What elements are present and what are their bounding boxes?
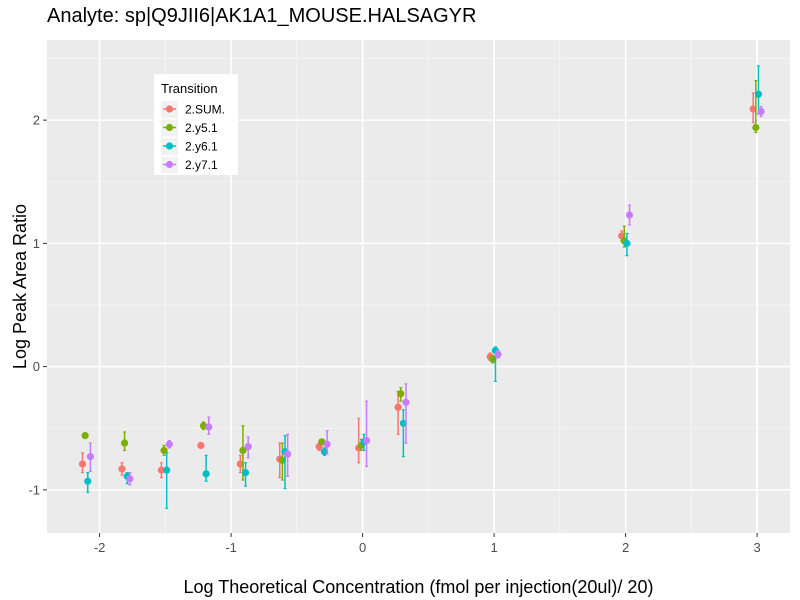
chart-title: Analyte: sp|Q9JII6|AK1A1_MOUSE.HALSAGYR: [47, 5, 476, 27]
axis-ticks: -2 -1 0 1 2 3 -1 0 1 2: [28, 113, 760, 555]
legend-label: 2.y5.1: [185, 121, 218, 135]
data-point: [284, 450, 292, 458]
data-point: [126, 475, 134, 483]
legend-key-point: [165, 105, 174, 113]
legend-item: 2.y7.1: [161, 156, 218, 174]
minor-gridlines: [47, 40, 790, 533]
legend-title: Transition: [161, 81, 218, 96]
data-point: [394, 403, 402, 411]
y-tick-label: 1: [33, 236, 40, 251]
x-tick-label: 1: [490, 540, 497, 555]
legend-item: 2.y6.1: [161, 138, 218, 155]
legend-key-point: [165, 160, 174, 169]
legend-item: 2.SUM.: [161, 101, 225, 118]
y-tick-label: 0: [33, 359, 40, 374]
data-point: [197, 441, 205, 450]
data-point: [236, 460, 244, 468]
x-axis-title: Log Theoretical Concentration (fmol per …: [184, 577, 654, 597]
legend-label: 2.y6.1: [185, 140, 218, 154]
data-point: [399, 419, 407, 427]
data-point: [78, 460, 87, 468]
data-point: [402, 398, 410, 406]
data-point: [278, 456, 286, 464]
data-point: [623, 239, 631, 247]
data-point: [757, 107, 765, 116]
data-point: [752, 123, 760, 132]
data-point: [494, 350, 502, 358]
y-tick-label: 2: [33, 113, 40, 128]
data-point: [241, 469, 250, 477]
data-point: [118, 465, 126, 473]
data-point: [320, 448, 329, 456]
data-point: [489, 355, 497, 363]
major-gridlines: [47, 40, 790, 533]
data-point: [749, 105, 757, 113]
data-point: [84, 477, 92, 485]
data-point: [120, 439, 129, 447]
series-2-y6-1: [84, 65, 763, 509]
data-point: [754, 90, 763, 98]
x-tick-label: -2: [94, 540, 106, 555]
data-point: [397, 390, 405, 398]
data-point: [205, 423, 213, 431]
y-axis-title: Log Peak Area Ratio: [10, 204, 30, 369]
y-tick-label: -1: [28, 482, 40, 497]
data-point: [202, 470, 210, 478]
x-tick-label: 2: [622, 540, 629, 555]
series-layer: [78, 65, 765, 509]
series-2-y7-1: [86, 105, 765, 486]
x-tick-label: 3: [754, 540, 761, 555]
legend-items: 2.SUM. 2.y5.1 2.y6.1 2.y7.1: [161, 101, 225, 174]
legend-item: 2.y5.1: [161, 119, 218, 137]
data-point: [81, 432, 89, 440]
data-point: [244, 443, 252, 451]
data-point: [160, 446, 168, 455]
data-point: [323, 440, 331, 448]
x-tick-label: 0: [359, 540, 366, 555]
data-point: [86, 452, 94, 461]
data-point: [163, 466, 171, 474]
data-point: [165, 440, 173, 448]
x-tick-label: -1: [225, 540, 237, 555]
data-point: [362, 436, 371, 445]
series-2-SUM: [78, 92, 757, 479]
data-point: [239, 446, 247, 455]
data-point: [157, 466, 166, 474]
legend-label: 2.SUM.: [185, 103, 225, 117]
legend: Transition 2.SUM. 2.y5.1 2.y6.1 2.y7.1: [154, 74, 238, 175]
legend-key-point: [165, 142, 174, 150]
legend-label: 2.y7.1: [185, 158, 218, 172]
legend-key-point: [165, 123, 174, 132]
data-point: [625, 211, 634, 219]
